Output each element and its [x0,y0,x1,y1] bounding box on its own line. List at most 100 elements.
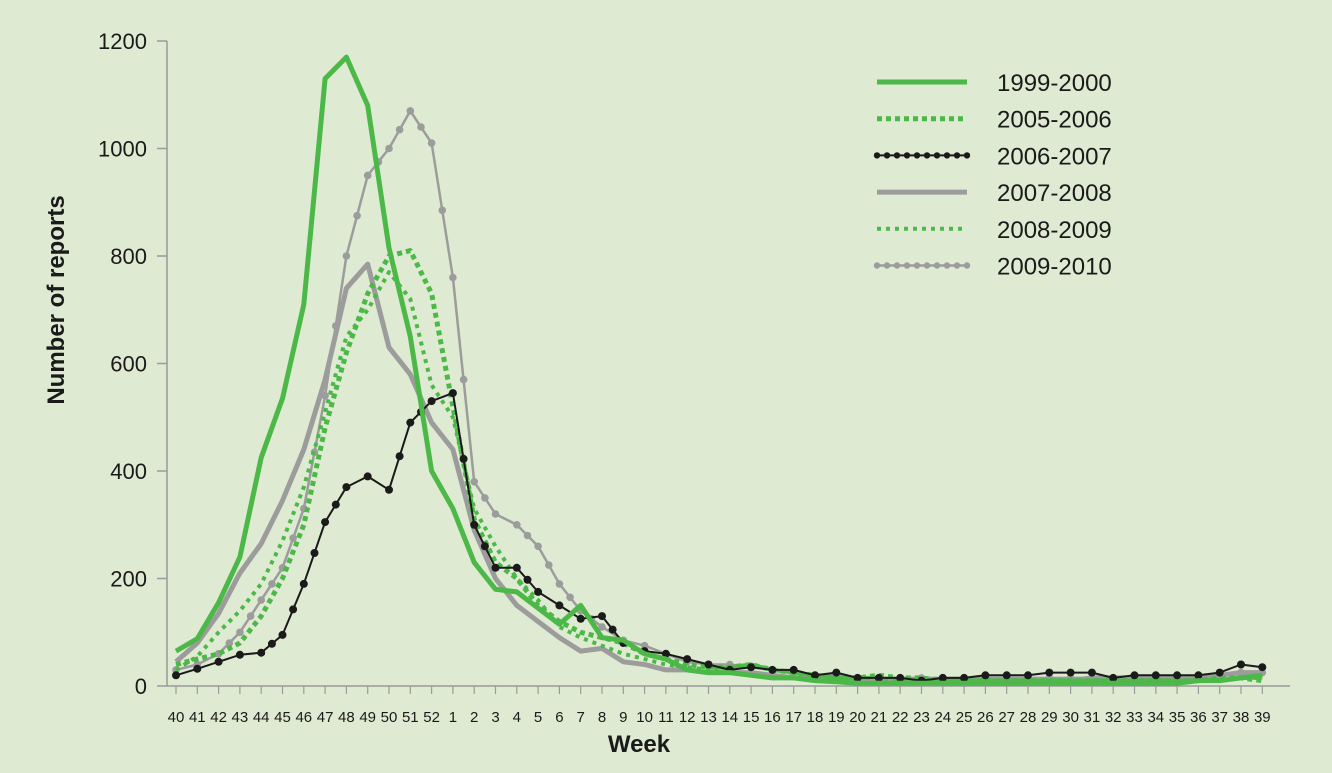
data-point [363,171,372,180]
data-point [874,673,883,682]
y-ticks: 0 200 400 600 800 1000 1200 [98,29,167,699]
legend-item: 2005-2006 [877,107,1112,134]
legend-label: 2009-2010 [997,254,1112,281]
data-point [1130,671,1139,680]
x-tick-label: 37 [1211,709,1228,726]
x-tick-label: 44 [253,709,270,726]
legend-marker [903,262,911,269]
data-point [1066,668,1075,677]
data-point [480,542,489,551]
x-tick-label: 9 [619,709,627,726]
data-point [310,549,319,557]
y-tick-label: 600 [110,352,147,377]
data-point [555,580,564,588]
x-tick-label: 7 [577,709,585,726]
data-point [353,211,361,220]
data-point [768,665,777,674]
data-point [406,418,415,427]
data-point [512,563,521,572]
data-point [267,639,276,648]
legend-marker [943,152,951,159]
data-point [395,452,404,461]
x-tick-label: 43 [232,709,249,726]
legend-marker [913,152,921,159]
x-tick-label: 47 [317,709,334,726]
legend-marker [873,152,881,159]
x-tick-label: 1 [449,709,457,726]
y-tick-label: 400 [110,459,147,484]
data-point [576,614,585,623]
data-point [523,531,532,540]
legend-marker [933,152,941,159]
data-point [193,664,202,673]
data-point [981,671,990,680]
data-point [661,649,670,658]
data-point [1002,671,1011,680]
legend-label: 2008-2009 [997,217,1112,244]
data-point [545,561,553,569]
legend-item: 2007-2008 [877,180,1112,207]
legend-marker [903,152,911,159]
data-point [225,639,234,647]
legend-marker [893,262,901,269]
legend-marker [883,152,891,159]
data-point [299,579,308,588]
x-tick-label: 13 [700,709,717,726]
legend-marker [893,152,901,159]
series-2007-2008 [174,261,1263,684]
x-tick-label: 14 [721,709,738,726]
series-line [175,392,1264,682]
data-point [427,397,436,406]
y-tick-label: 0 [135,674,147,699]
x-tick-label: 46 [295,709,312,726]
data-point [608,625,617,634]
data-point [172,671,180,680]
x-tick-label: 35 [1169,709,1186,726]
data-point [1173,671,1182,680]
data-point [406,107,415,115]
data-point [246,612,255,620]
data-point [321,518,330,527]
x-tick-label: 4 [513,709,521,726]
series-2006-2007 [172,389,1267,685]
legend: 1999-2000 2005-2006 2006-2007 2007-2008 2008… [873,70,1112,281]
series-1999-2000 [174,54,1263,686]
x-tick-label: 19 [828,709,845,726]
data-point [853,673,862,682]
x-tick-label: 6 [555,709,563,726]
data-point [491,510,500,518]
y-tick-label: 1200 [98,29,147,54]
x-tick-label: 30 [1062,709,1079,726]
data-point [257,648,266,657]
x-tick-label: 15 [743,709,760,726]
series-2008-2009 [174,270,1263,683]
series-layer [172,54,1267,686]
legend-marker [953,152,961,159]
data-point [481,494,489,502]
x-tick-label: 38 [1233,709,1250,726]
data-point [427,139,436,147]
data-point [289,605,298,614]
data-point [1151,671,1160,680]
data-point [278,630,287,639]
x-tick-label: 23 [913,709,930,726]
legend-marker [963,262,971,269]
x-tick-label: 3 [491,709,499,726]
x-tick-label: 40 [168,709,185,726]
x-tick-label: 31 [1084,709,1101,726]
data-point [704,660,713,669]
x-tick-label: 45 [274,709,291,726]
data-point [395,125,404,134]
data-point [1194,671,1203,680]
x-tick-label: 12 [679,709,696,726]
x-tick-label: 21 [871,709,888,726]
x-tick-label: 24 [934,709,951,726]
data-point [1109,673,1118,682]
data-point [598,623,606,631]
x-tick-label: 16 [764,709,781,726]
data-point [438,206,447,215]
data-point [363,472,372,481]
x-tick-label: 25 [956,709,973,726]
x-tick-label: 18 [807,709,824,726]
x-tick-label: 32 [1105,709,1122,726]
